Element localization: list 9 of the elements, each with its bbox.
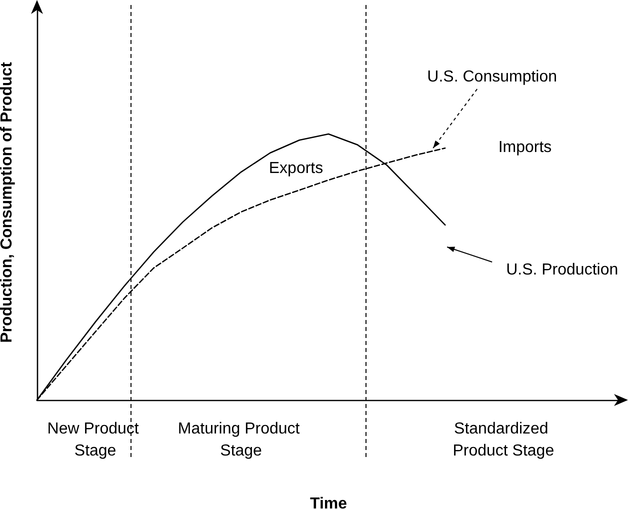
x-axis-title: Time	[310, 496, 348, 510]
x-tick-label: Standardized Product Stage	[452, 420, 554, 460]
text: U.S. Production	[506, 261, 618, 278]
x-tick-label: New Product Stage	[47, 420, 144, 460]
annotation: Imports	[498, 138, 552, 156]
y-axis-title: Production, Consumption of Product	[0, 61, 16, 343]
text: U.S. Consumption	[427, 68, 558, 86]
x-tick-label: Maturing Product Stage	[178, 420, 304, 460]
annotation: Exports	[268, 160, 324, 178]
